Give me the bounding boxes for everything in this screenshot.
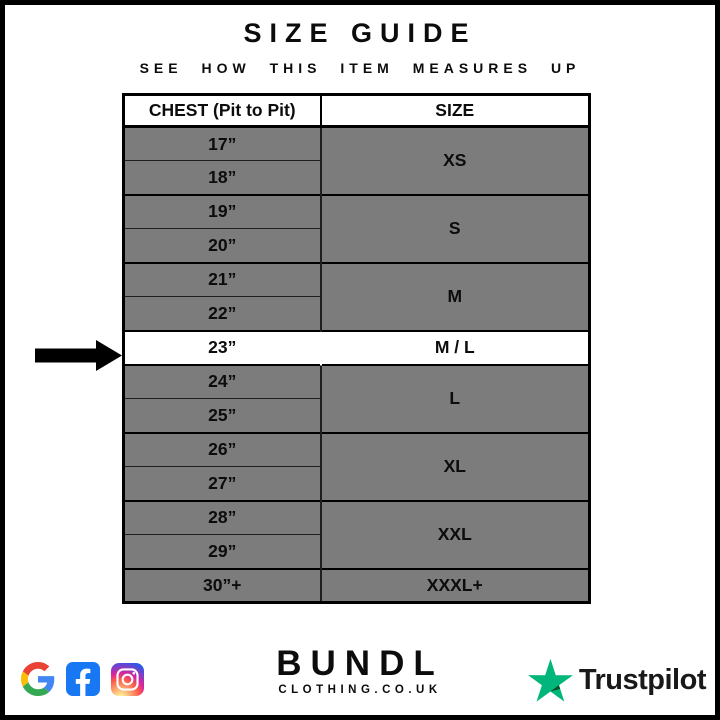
chest-cell: 29”	[123, 534, 322, 569]
size-cell: M / L	[320, 329, 590, 365]
table-row: 25”	[123, 398, 590, 433]
size-cell: XXL	[320, 499, 590, 569]
trustpilot-logo: Trustpilot	[527, 658, 707, 702]
table-row: 21” M	[123, 261, 590, 331]
table-row: 30”+ XXXL+	[123, 567, 590, 603]
trustpilot-label: Trustpilot	[578, 663, 707, 696]
social-icons	[21, 662, 144, 696]
chest-column-header: CHEST (Pit to Pit)	[123, 94, 322, 128]
size-cell: XXXL+	[320, 567, 590, 603]
brand-logo: BUNDL CLOTHING.CO.UK	[5, 646, 715, 696]
size-cell: XL	[320, 431, 590, 501]
size-cell: XS	[320, 125, 590, 195]
highlighted-row: 23” M / L	[123, 329, 590, 365]
chest-cell: 27”	[123, 466, 322, 501]
table-row: 28” XXL	[123, 499, 590, 569]
table-row: 24” L	[123, 363, 590, 433]
facebook-icon	[66, 662, 100, 696]
brand-domain: CLOTHING.CO.UK	[278, 684, 442, 696]
row-pointer-arrow-icon	[35, 340, 122, 371]
table-row: 27”	[123, 466, 590, 501]
chest-cell: 30”+	[123, 567, 322, 603]
page-subtitle: SEE HOW THIS ITEM MEASURES UP	[139, 60, 581, 76]
chest-cell: 19”	[123, 193, 322, 229]
table-row: 26” XL	[123, 431, 590, 501]
chest-cell: 17”	[123, 125, 322, 161]
trustpilot-star-icon	[527, 658, 573, 702]
chest-cell: 21”	[123, 261, 322, 297]
page-title: SIZE GUIDE	[243, 18, 477, 48]
google-icon	[21, 662, 55, 696]
chest-cell: 22”	[123, 296, 322, 331]
table-row: 29”	[123, 534, 590, 569]
chest-cell: 26”	[123, 431, 322, 467]
chest-cell: 28”	[123, 499, 322, 535]
size-cell: M	[320, 261, 590, 331]
size-cell: S	[320, 193, 590, 263]
table-header-row: CHEST (Pit to Pit) SIZE	[123, 94, 590, 128]
chest-cell: 24”	[123, 363, 322, 399]
chest-cell: 18”	[123, 160, 322, 195]
table-row: 17” XS	[123, 125, 590, 195]
size-column-header: SIZE	[320, 94, 590, 128]
chest-cell: 20”	[123, 228, 322, 263]
brand-name: BUNDL	[276, 644, 444, 683]
chest-cell: 25”	[123, 398, 322, 433]
chest-cell: 23”	[123, 329, 321, 365]
size-cell: L	[320, 363, 590, 433]
size-guide-table: CHEST (Pit to Pit) SIZE 17” XS 18” 19” S 20” 2…	[122, 93, 591, 604]
table-row: 19” S	[123, 193, 590, 263]
instagram-icon	[111, 662, 144, 696]
table-row: 18”	[123, 160, 590, 195]
table-row: 20”	[123, 228, 590, 263]
